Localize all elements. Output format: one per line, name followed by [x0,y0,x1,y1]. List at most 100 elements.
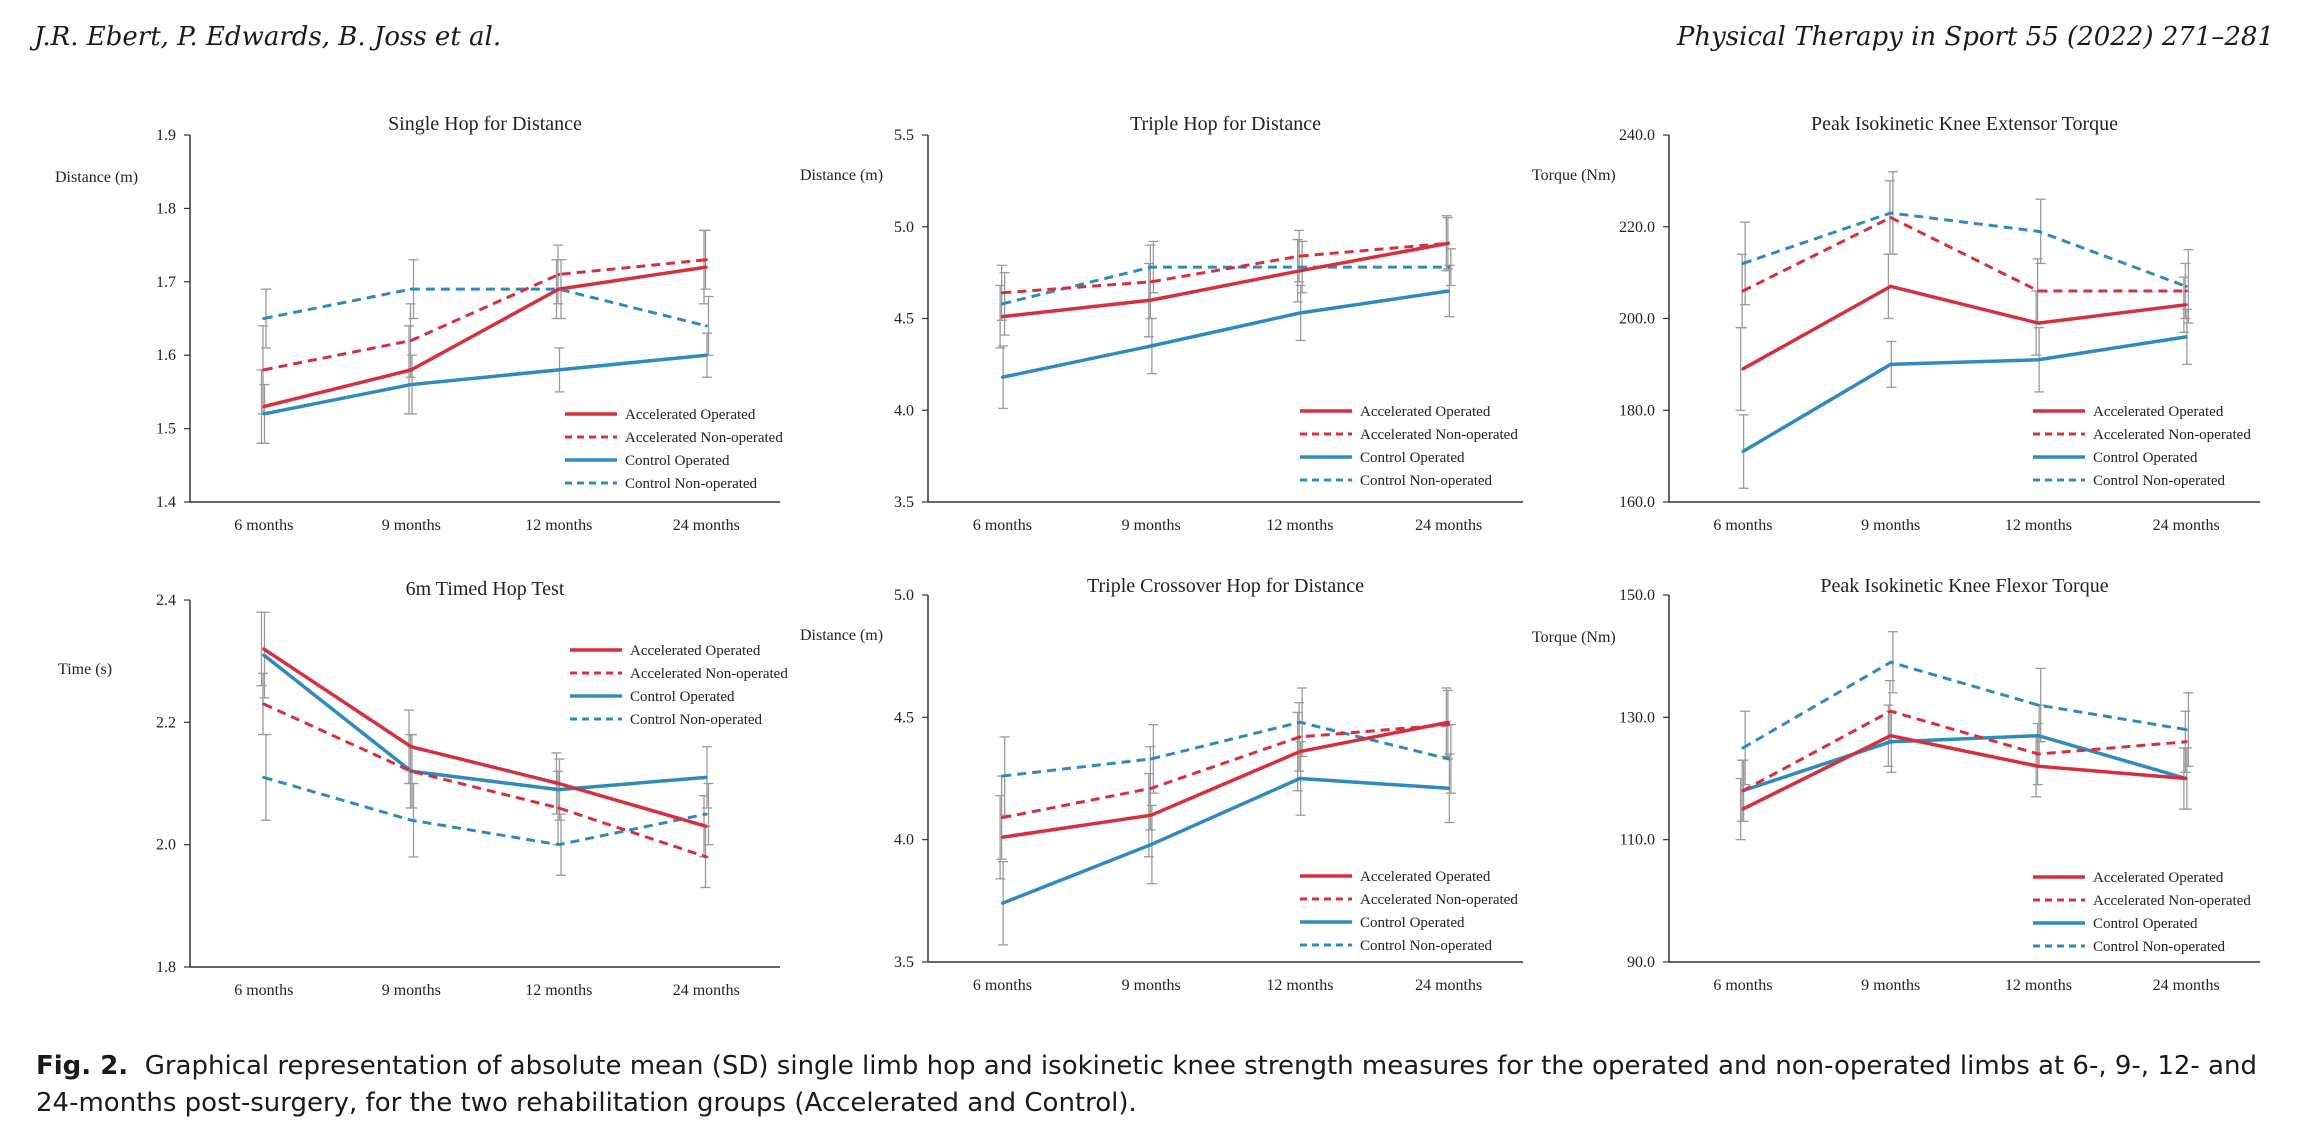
y-tick-label: 90.0 [1627,954,1655,971]
chart-title: Triple Hop for Distance [1130,113,1321,135]
y-tick-label: 4.5 [894,709,914,726]
data-point-control-non-operated [1149,265,1153,269]
data-point-accelerated-operated [262,647,266,651]
y-tick-label: 2.2 [156,714,176,731]
data-point-control-operated [557,368,561,372]
data-point-accelerated-operated [262,405,266,409]
chart-title: 6m Timed Hop Test [406,578,565,600]
x-tick-label: 9 months [1861,977,1920,994]
chart-title: Peak Isokinetic Knee Extensor Torque [1811,113,2118,135]
data-point-accelerated-operated [409,368,413,372]
data-point-accelerated-operated [704,824,708,828]
x-tick-label: 24 months [1415,977,1482,994]
chart-title: Triple Crossover Hop for Distance [1087,575,1364,597]
data-point-control-non-operated [1741,746,1745,750]
data-point-control-non-operated [1298,265,1302,269]
data-point-accelerated-operated [1149,298,1153,302]
y-tick-label: 240.0 [1619,127,1655,144]
page-header: J.R. Ebert, P. Edwards, B. Joss et al. P… [34,22,2274,62]
data-point-accelerated-operated [1000,835,1004,839]
series-line-accelerated-operated [262,647,707,828]
legend-label-accelerated-non-operated: Accelerated Non-operated [1360,892,1518,908]
data-point-control-operated [1000,901,1004,905]
caption-text: Graphical representation of absolute mea… [36,1051,2257,1118]
series-line-accelerated-non-operated [263,702,707,859]
data-point-accelerated-non-operated [704,855,708,859]
data-point-accelerated-non-operated [262,368,266,372]
legend-label-accelerated-non-operated: Accelerated Non-operated [2093,427,2251,443]
chart-legend: Accelerated Operated Accelerated Non-oper… [570,643,788,728]
y-tick-label: 1.7 [156,274,176,291]
chart-legend: Accelerated Operated Accelerated Non-oper… [565,407,783,492]
series-line-control-non-operated [263,775,707,847]
data-point-control-non-operated [2184,284,2188,288]
legend-label-accelerated-operated: Accelerated Operated [1360,869,1491,885]
data-point-control-operated [2184,335,2188,339]
data-point-control-operated [409,383,413,387]
series-line-control-non-operated [1002,720,1449,778]
x-tick-label: 6 months [973,517,1032,534]
y-tick-label: 1.5 [156,421,176,438]
x-tick-label: 9 months [1122,977,1181,994]
legend-label-accelerated-operated: Accelerated Operated [1360,404,1491,420]
y-tick-label: 180.0 [1619,402,1655,419]
series-line-control-operated [263,353,707,416]
chart-panel-6: Peak Isokinetic Knee Flexor Torque Torque… [1532,575,2260,994]
data-point-control-non-operated [1447,757,1451,761]
series-line-control-non-operated [263,287,707,328]
series-line-accelerated-operated [1002,720,1449,839]
legend-label-accelerated-non-operated: Accelerated Non-operated [630,666,788,682]
data-point-accelerated-operated [1447,241,1451,245]
chart-panel-3: Peak Isokinetic Knee Extensor Torque Torq… [1532,113,2260,534]
y-tick-label: 110.0 [1620,832,1655,849]
data-point-accelerated-non-operated [2036,289,2040,293]
chart-panel-2: Triple Hop for Distance Distance (m) 3.5 4.… [800,113,1523,534]
data-point-control-operated [1000,375,1004,379]
series-line-control-operated [1742,733,2187,793]
series-line-accelerated-non-operated [1742,216,2187,293]
data-point-control-non-operated [704,324,708,328]
data-point-control-operated [1447,786,1451,790]
data-point-accelerated-non-operated [2184,289,2188,293]
data-point-control-operated [1298,777,1302,780]
data-point-control-operated [262,653,266,657]
y-tick-label: 4.0 [894,402,914,419]
legend-label-accelerated-non-operated: Accelerated Non-operated [1360,427,1518,443]
legend-label-accelerated-operated: Accelerated Operated [2093,404,2224,420]
x-tick-label: 24 months [1415,517,1482,534]
data-point-control-operated [1889,740,1893,744]
legend-label-control-non-operated: Control Non-operated [1360,938,1493,954]
legend-label-control-non-operated: Control Non-operated [2093,939,2226,955]
x-tick-label: 9 months [1861,517,1920,534]
data-point-accelerated-operated [1000,315,1004,319]
legend-label-control-non-operated: Control Non-operated [625,476,758,492]
data-point-control-operated [557,788,561,792]
data-point-control-operated [1889,362,1893,366]
data-point-accelerated-non-operated [1741,789,1745,793]
data-point-accelerated-operated [409,745,413,749]
data-point-control-non-operated [262,317,266,320]
data-point-control-operated [1298,311,1302,315]
y-tick-label: 3.5 [894,954,914,971]
chart-legend: Accelerated Operated Accelerated Non-oper… [2033,870,2251,955]
x-tick-label: 12 months [1266,517,1333,534]
chart-title: Single Hop for Distance [388,113,582,135]
data-point-accelerated-non-operated [557,272,561,276]
legend-label-accelerated-non-operated: Accelerated Non-operated [2093,893,2251,909]
data-point-control-operated [704,775,708,779]
figure-caption: Fig. 2. Graphical representation of abso… [36,1048,2276,1122]
x-tick-label: 6 months [973,977,1032,994]
data-point-accelerated-non-operated [2184,740,2188,744]
journal-line: Physical Therapy in Sport 55 (2022) 271–… [1676,22,2274,52]
chart-title: Peak Isokinetic Knee Flexor Torque [1820,575,2108,597]
x-tick-label: 9 months [1122,517,1181,534]
data-point-control-operated [1447,289,1451,293]
y-tick-label: 5.5 [894,127,914,144]
data-point-accelerated-non-operated [1000,816,1004,820]
data-point-control-operated [2036,734,2040,738]
legend-label-control-non-operated: Control Non-operated [1360,473,1493,489]
x-tick-label: 24 months [2153,517,2220,534]
y-tick-label: 220.0 [1619,219,1655,236]
data-point-control-non-operated [2184,728,2188,732]
data-point-accelerated-operated [1741,367,1745,371]
